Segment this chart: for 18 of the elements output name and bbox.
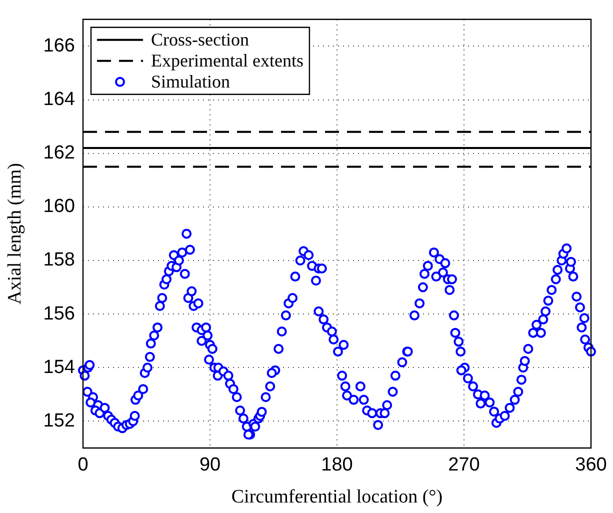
y-axis-title: Axial length (mm) [4, 162, 26, 304]
legend-label: Cross-section [151, 30, 249, 50]
x-axis-title: Circumferential location (°) [231, 486, 443, 508]
x-tick-label: 270 [448, 454, 480, 476]
x-tick-label: 90 [199, 454, 221, 476]
y-tick-label: 160 [43, 196, 75, 218]
y-tick-label: 164 [43, 88, 76, 110]
x-tick-label: 360 [575, 454, 607, 476]
x-tick-label: 0 [78, 454, 88, 476]
y-tick-label: 162 [43, 142, 75, 164]
y-tick-label: 166 [43, 35, 75, 56]
y-tick-label: 158 [43, 250, 75, 271]
x-tick-label: 180 [321, 454, 353, 476]
y-tick-label: 152 [43, 410, 75, 432]
y-tick-label: 156 [43, 303, 75, 324]
legend-label: Experimental extents [151, 50, 304, 71]
legend-label: Simulation [151, 72, 230, 92]
y-tick-label: 154 [43, 356, 76, 378]
